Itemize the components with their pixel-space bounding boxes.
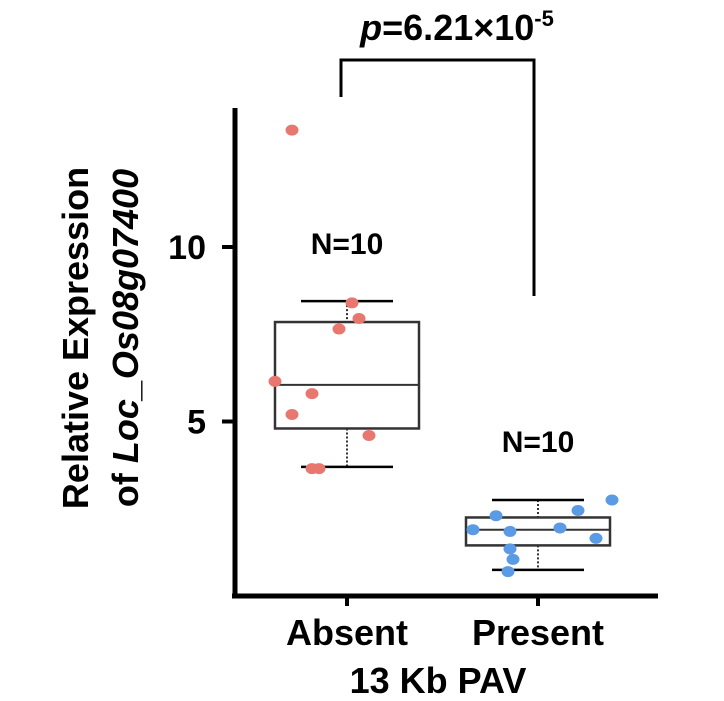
text-labels: Relative Expression of Loc_Os08g07400 13…: [55, 6, 604, 701]
data-point-present-10: [501, 566, 515, 578]
x-tick-label-present: Present: [472, 612, 604, 653]
p-exponent: -5: [534, 6, 554, 31]
box-present: [464, 516, 612, 547]
data-point-present-3: [489, 510, 503, 522]
y-tick-label-5: 5: [187, 404, 206, 442]
data-point-present-8: [503, 543, 517, 555]
data-point-absent-2: [345, 297, 359, 309]
y-axis-label-line1: Relative Expression: [55, 167, 96, 509]
significance-label: p=6.21×10-5: [359, 6, 554, 48]
box-absent: [273, 320, 421, 430]
x-axis-label: 13 Kb PAV: [350, 660, 527, 701]
data-point-present-4: [553, 522, 567, 534]
data-marks: [222, 124, 619, 606]
p-value: =6.21×10: [382, 7, 534, 48]
n-label-absent: N=10: [311, 228, 384, 261]
axes: [232, 108, 658, 599]
significance-bracket: [339, 58, 536, 296]
data-point-absent-3: [352, 313, 366, 325]
data-point-absent-5: [268, 375, 282, 387]
y-tick-label-10: 10: [168, 229, 206, 267]
data-point-present-1: [605, 494, 619, 506]
data-point-present-5: [466, 524, 480, 536]
data-point-absent-4: [332, 323, 346, 335]
y-axis-label-prefix: of: [105, 463, 146, 507]
p-italic: p: [359, 7, 382, 48]
data-point-absent-6: [305, 388, 319, 400]
data-point-absent-7: [285, 409, 299, 421]
y-axis-label-line2: of Loc_Os08g07400: [105, 169, 146, 507]
x-tick-label-absent: Absent: [286, 612, 408, 653]
data-point-absent-10: [305, 463, 319, 475]
data-point-absent-8: [362, 429, 376, 441]
data-point-present-6: [503, 525, 517, 537]
data-point-present-2: [571, 504, 585, 516]
data-point-absent-1: [285, 124, 299, 136]
n-label-present: N=10: [502, 426, 575, 459]
data-point-present-7: [589, 532, 603, 544]
data-point-present-9: [506, 553, 520, 565]
y-axis-label-gene: Loc_Os08g07400: [105, 169, 146, 463]
